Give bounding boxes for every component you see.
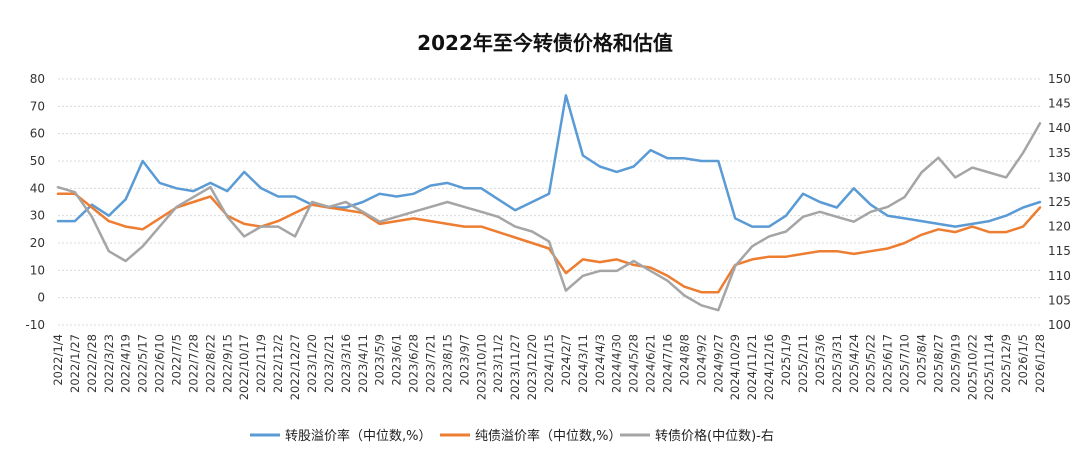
x-tick-label: 2025/6/17 <box>881 334 895 393</box>
y-left-tick-label: 40 <box>30 181 45 195</box>
y-left-tick-label: 50 <box>30 154 45 168</box>
x-tick-label: 2022/4/19 <box>119 334 133 393</box>
x-tick-label: 2025/12/9 <box>999 334 1013 393</box>
legend-label: 纯债溢价率（中位数,%） <box>475 428 622 444</box>
gridlines <box>58 78 1040 326</box>
legend: 转股溢价率（中位数,%） 纯债溢价率（中位数,%） 转债价格(中位数)-右 <box>250 428 774 444</box>
x-tick-label: 2022/11/9 <box>254 334 268 393</box>
y-left-tick-label: 0 <box>37 291 45 305</box>
x-tick-label: 2025/10/22 <box>965 334 979 400</box>
x-axis: 2022/1/4 2022/1/27 2022/2/28 2022/3/23 2022/… <box>51 334 1047 400</box>
chart-title: 2022年至今转债价格和估值 <box>417 31 673 55</box>
x-tick-label: 2024/9/2 <box>694 334 708 386</box>
y-right-tick-label: 115 <box>1048 244 1071 258</box>
x-tick-label: 2022/3/23 <box>102 334 116 393</box>
x-tick-label: 2024/12/16 <box>762 334 776 400</box>
x-tick-label: 2025/3/6 <box>813 334 827 386</box>
y-left-tick-label: 70 <box>30 99 45 113</box>
y-left-tick-label: 10 <box>30 263 45 277</box>
x-tick-label: 2023/11/2 <box>491 334 505 393</box>
y-left-tick-label: 30 <box>30 209 45 223</box>
y-left-tick-label: -10 <box>25 318 45 332</box>
x-tick-label: 2025/7/10 <box>898 334 912 393</box>
x-tick-label: 2024/4/3 <box>593 334 607 386</box>
x-tick-label: 2026/1/28 <box>1033 334 1047 393</box>
y-right-tick-label: 105 <box>1048 293 1071 307</box>
x-tick-label: 2022/12/27 <box>288 334 302 400</box>
x-tick-label: 2023/8/15 <box>440 334 454 393</box>
x-tick-label: 2024/11/21 <box>745 334 759 400</box>
x-tick-label: 2023/7/21 <box>423 334 437 393</box>
x-tick-label: 2024/3/11 <box>576 334 590 393</box>
x-tick-label: 2024/10/29 <box>728 334 742 400</box>
x-tick-label: 2026/1/5 <box>1016 334 1030 386</box>
x-tick-label: 2022/8/22 <box>203 334 217 393</box>
y-right-tick-label: 145 <box>1048 97 1071 111</box>
x-tick-label: 2025/3/31 <box>830 334 844 393</box>
x-tick-label: 2022/7/5 <box>170 334 184 386</box>
x-tick-label: 2025/1/9 <box>779 334 793 386</box>
y-right-tick-label: 140 <box>1048 121 1071 135</box>
x-tick-label: 2023/12/20 <box>525 334 539 400</box>
x-tick-label: 2023/10/10 <box>474 334 488 400</box>
x-tick-label: 2024/7/16 <box>661 334 675 393</box>
y-right-tick-label: 120 <box>1048 220 1071 234</box>
x-tick-label: 2024/5/28 <box>627 334 641 393</box>
y-axis-right: 100 105 110 115 120 125 130 135 140 145 150 <box>1048 72 1071 332</box>
x-tick-label: 2023/6/1 <box>390 334 404 386</box>
y-right-tick-label: 150 <box>1048 72 1071 86</box>
x-tick-label: 2025/2/11 <box>796 334 810 393</box>
x-tick-label: 2023/1/20 <box>305 334 319 393</box>
x-tick-label: 2023/9/7 <box>457 334 471 386</box>
y-axis-left: -10 0 10 20 30 40 50 60 70 80 <box>25 72 45 332</box>
legend-label: 转债价格(中位数)-右 <box>655 428 774 444</box>
y-right-tick-label: 110 <box>1048 269 1071 283</box>
x-tick-label: 2022/10/17 <box>237 334 251 400</box>
x-tick-label: 2023/4/11 <box>356 334 370 393</box>
x-tick-label: 2025/8/4 <box>914 334 928 386</box>
x-tick-label: 2022/7/28 <box>186 334 200 393</box>
y-right-tick-label: 130 <box>1048 170 1071 184</box>
x-tick-label: 2025/9/19 <box>948 334 962 393</box>
x-tick-label: 2023/3/16 <box>339 334 353 393</box>
x-tick-label: 2022/12/2 <box>271 334 285 393</box>
series-lines <box>56 94 1042 312</box>
y-left-tick-label: 80 <box>30 72 45 86</box>
x-tick-label: 2022/6/10 <box>153 334 167 393</box>
x-tick-label: 2025/8/27 <box>931 334 945 393</box>
x-tick-label: 2024/6/21 <box>644 334 658 393</box>
x-tick-label: 2023/6/28 <box>407 334 421 393</box>
x-tick-label: 2025/5/22 <box>864 334 878 393</box>
series-line <box>56 94 1042 228</box>
y-right-tick-label: 100 <box>1048 318 1071 332</box>
x-tick-label: 2024/9/27 <box>711 334 725 393</box>
y-right-tick-label: 135 <box>1048 146 1071 160</box>
x-tick-label: 2023/5/9 <box>373 334 387 386</box>
x-tick-label: 2022/5/17 <box>136 334 150 393</box>
x-tick-label: 2023/2/21 <box>322 334 336 393</box>
x-tick-label: 2024/1/15 <box>542 334 556 393</box>
x-tick-label: 2025/11/14 <box>982 334 996 400</box>
x-tick-label: 2024/4/30 <box>610 334 624 393</box>
x-tick-label: 2024/2/7 <box>559 334 573 386</box>
legend-label: 转股溢价率（中位数,%） <box>285 428 432 444</box>
y-right-tick-label: 125 <box>1048 195 1071 209</box>
x-tick-label: 2023/11/27 <box>508 334 522 400</box>
x-tick-label: 2025/4/24 <box>847 334 861 393</box>
x-tick-label: 2024/8/8 <box>677 334 691 386</box>
x-tick-label: 2022/1/4 <box>51 334 65 386</box>
y-left-tick-label: 20 <box>30 236 45 250</box>
x-tick-label: 2022/2/28 <box>85 334 99 393</box>
x-tick-label: 2022/1/27 <box>68 334 82 393</box>
x-tick-label: 2022/9/15 <box>220 334 234 393</box>
y-left-tick-label: 60 <box>30 127 45 141</box>
series-line <box>56 122 1042 312</box>
